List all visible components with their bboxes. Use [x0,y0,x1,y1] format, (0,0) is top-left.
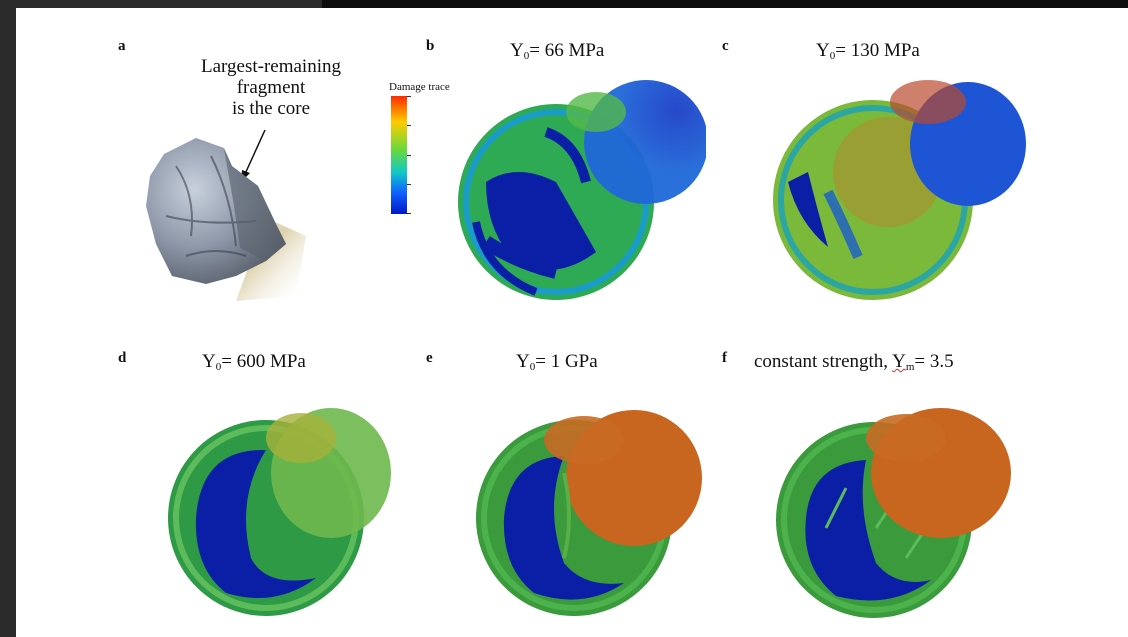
panel-letter-e: e [426,350,433,366]
simulation-panel-c [773,80,1026,300]
top-dark-bar [322,0,1128,8]
scientific-figure: a b c d e f Y0= 66 MPa Y0= 130 MPa Y0= 6… [16,8,1128,637]
panel-title-e: Y0= 1 GPa [516,351,598,373]
core-fragment-photo [146,138,306,301]
damage-colorbar [391,96,407,214]
panel-title-b: Y0= 66 MPa [510,40,605,62]
simulation-panel-e [476,410,702,616]
colorbar-tick [407,125,411,126]
panel-letter-a: a [118,38,126,54]
colorbar-tick [407,184,411,185]
colorbar-tick [407,213,411,214]
panel-letter-b: b [426,38,435,54]
annotation-line-3: is the core [231,98,311,119]
panel-letter-d: d [118,350,127,366]
simulation-panel-d [168,408,391,616]
annotation-line-1: Largest-remaining [201,56,341,77]
colorbar-tick [407,96,411,97]
annotation-line-2: fragment [236,77,306,98]
panel-letter-c: c [722,38,729,54]
simulation-panel-f [776,408,1011,618]
colorbar-label: Damage trace [389,81,450,93]
panel-title-d: Y0= 600 MPa [202,351,306,373]
panel-title-f: constant strength, Ym= 3.5 [754,351,954,373]
panel-letter-f: f [722,350,727,366]
panel-title-c: Y0= 130 MPa [816,40,920,62]
core-annotation: Largest-remaining fragment is the core [166,56,376,119]
simulation-panel-b [458,80,706,300]
colorbar-tick [407,155,411,156]
